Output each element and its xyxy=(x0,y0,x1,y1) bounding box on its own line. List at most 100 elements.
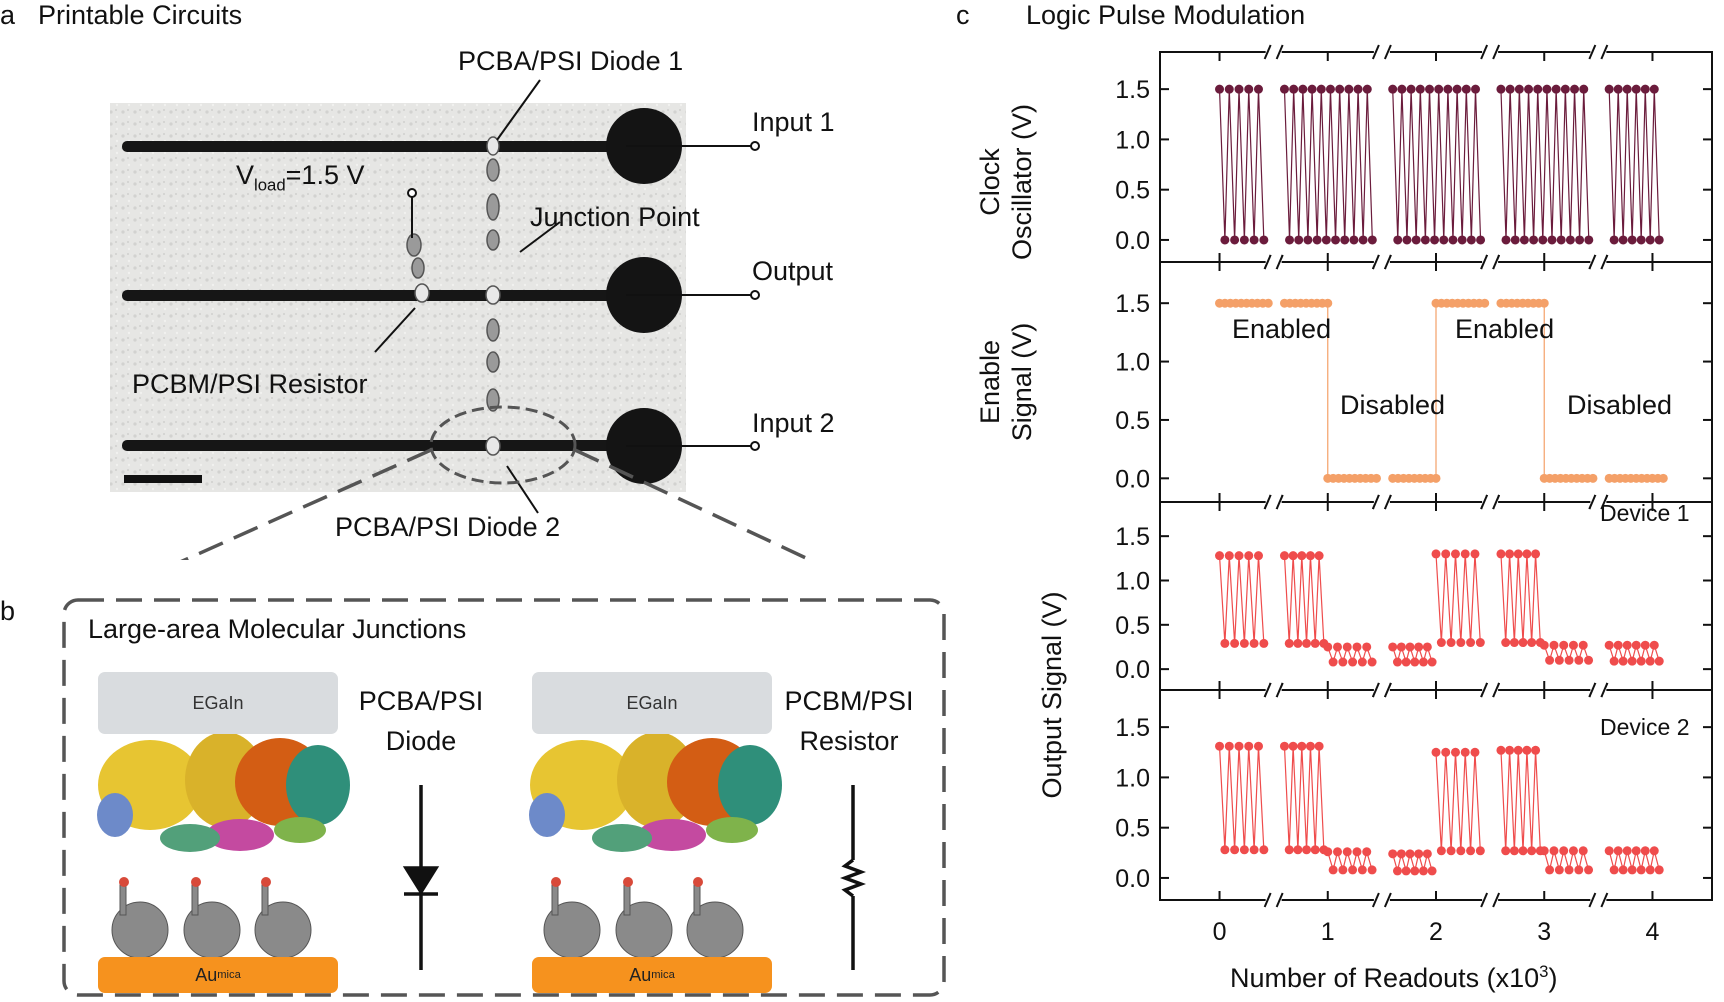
axis-break-mark xyxy=(1263,892,1272,908)
device1-series-point xyxy=(1564,655,1574,665)
diode-symbol xyxy=(402,785,440,970)
device2-series-point xyxy=(1215,741,1225,751)
device2-series-point xyxy=(1392,866,1402,876)
device1-series-line xyxy=(1283,555,1325,644)
axis-break-mark xyxy=(1371,892,1380,908)
panel-b-letter: b xyxy=(0,596,16,626)
clock-series-point xyxy=(1439,235,1449,245)
clock-series-point xyxy=(1397,84,1407,94)
clock-series-point xyxy=(1524,84,1534,94)
clock-series-point xyxy=(1645,235,1655,245)
clock-series-point xyxy=(1496,84,1506,94)
clock-series-point xyxy=(1230,235,1240,245)
clock-series-line xyxy=(1392,89,1482,240)
clock-series-point xyxy=(1609,235,1619,245)
device1-series-point xyxy=(1527,638,1537,648)
clock-series-line xyxy=(1500,89,1590,240)
axis-break-mark xyxy=(1263,44,1272,60)
device1-series-line xyxy=(1392,644,1433,665)
clock-series-point xyxy=(1514,84,1524,94)
clock-series-point xyxy=(1430,235,1440,245)
clock-series-point xyxy=(1307,84,1317,94)
device1-series-point xyxy=(1427,657,1437,667)
device2-series-point xyxy=(1427,866,1437,876)
axis-break-mark xyxy=(1275,892,1284,908)
protein-cluster-right xyxy=(529,732,782,852)
device1-series-point xyxy=(1333,642,1343,652)
enable-series-point xyxy=(1263,298,1273,308)
device2-series-point xyxy=(1348,865,1358,875)
clock-series-point xyxy=(1565,235,1575,245)
device2-series-point xyxy=(1297,741,1307,751)
device2-series-point xyxy=(1338,865,1348,875)
device2-series-point xyxy=(1249,845,1259,855)
device2-series-point xyxy=(1649,846,1659,856)
clock-series-point xyxy=(1289,84,1299,94)
device2-series-line xyxy=(1283,746,1325,850)
device1-series-point xyxy=(1539,640,1549,650)
device2-series-point xyxy=(1450,747,1460,757)
device1-series-point xyxy=(1505,549,1515,559)
axis-break-mark xyxy=(1383,254,1392,270)
enable-series-point xyxy=(1371,473,1381,483)
device2-series-point xyxy=(1436,846,1446,856)
axis-break-mark xyxy=(1492,494,1501,510)
clock-series-point xyxy=(1393,235,1403,245)
device2-series-point xyxy=(1456,846,1466,856)
panel-b-heading: Large-area Molecular Junctions xyxy=(88,614,467,644)
device2-series-point xyxy=(1640,846,1650,856)
clock-series-point xyxy=(1411,235,1421,245)
clock-series-point xyxy=(1443,84,1453,94)
axis-break-mark xyxy=(1371,682,1380,698)
device1-series-point xyxy=(1401,657,1411,667)
clock-series-point xyxy=(1457,235,1467,245)
clock-series-point xyxy=(1570,84,1580,94)
device2-series-point xyxy=(1568,846,1578,856)
axis-break-mark xyxy=(1600,682,1609,698)
clock-series-point xyxy=(1234,84,1244,94)
device1-series-point xyxy=(1224,551,1234,561)
device1-series-point xyxy=(1362,642,1372,652)
device1-series-point xyxy=(1554,655,1564,665)
device2-series-point xyxy=(1410,866,1420,876)
clock-series-point xyxy=(1452,84,1462,94)
device2-series-point xyxy=(1522,745,1532,755)
axis-break-mark xyxy=(1492,254,1501,270)
device2-series-point xyxy=(1352,847,1362,857)
clock-series-point xyxy=(1631,84,1641,94)
axis-break-mark xyxy=(1588,254,1597,270)
device2-series-point xyxy=(1549,846,1559,856)
y-tick-label: 1.5 xyxy=(1115,290,1150,318)
device1-series-point xyxy=(1584,655,1594,665)
device1-series-point xyxy=(1496,549,1506,559)
device1-series-point xyxy=(1230,638,1240,648)
inset-box xyxy=(62,598,946,997)
clock-series-point xyxy=(1312,235,1322,245)
axis-break-mark xyxy=(1588,44,1597,60)
clock-series-point xyxy=(1388,84,1398,94)
device2-series-point xyxy=(1288,741,1298,751)
device1-series-point xyxy=(1323,642,1333,652)
clock-series-point xyxy=(1636,235,1646,245)
device1-series-point xyxy=(1405,642,1415,652)
label-output: Output xyxy=(752,256,834,286)
axis-break-mark xyxy=(1263,254,1272,270)
device2-series-point xyxy=(1362,847,1372,857)
device2-series-point xyxy=(1636,865,1646,875)
fullerene-molecules-left xyxy=(111,884,312,959)
device1-series-point xyxy=(1460,549,1470,559)
annotation-enabled-1: Enabled xyxy=(1232,314,1332,344)
device1-series-point xyxy=(1297,551,1307,561)
clock-series-point xyxy=(1344,84,1354,94)
device2-series-point xyxy=(1293,845,1303,855)
device2-series-point xyxy=(1342,847,1352,857)
axis-break-mark xyxy=(1588,892,1597,908)
device2-series-point xyxy=(1431,747,1441,757)
egain-electrode-left: EGaIn xyxy=(98,672,338,734)
clock-series-point xyxy=(1551,84,1561,94)
device2-series-point xyxy=(1618,865,1628,875)
device2-series-point xyxy=(1357,865,1367,875)
device1-series-point xyxy=(1446,638,1456,648)
clock-series-point xyxy=(1547,235,1557,245)
annotation-device2: Device 2 xyxy=(1600,714,1690,740)
